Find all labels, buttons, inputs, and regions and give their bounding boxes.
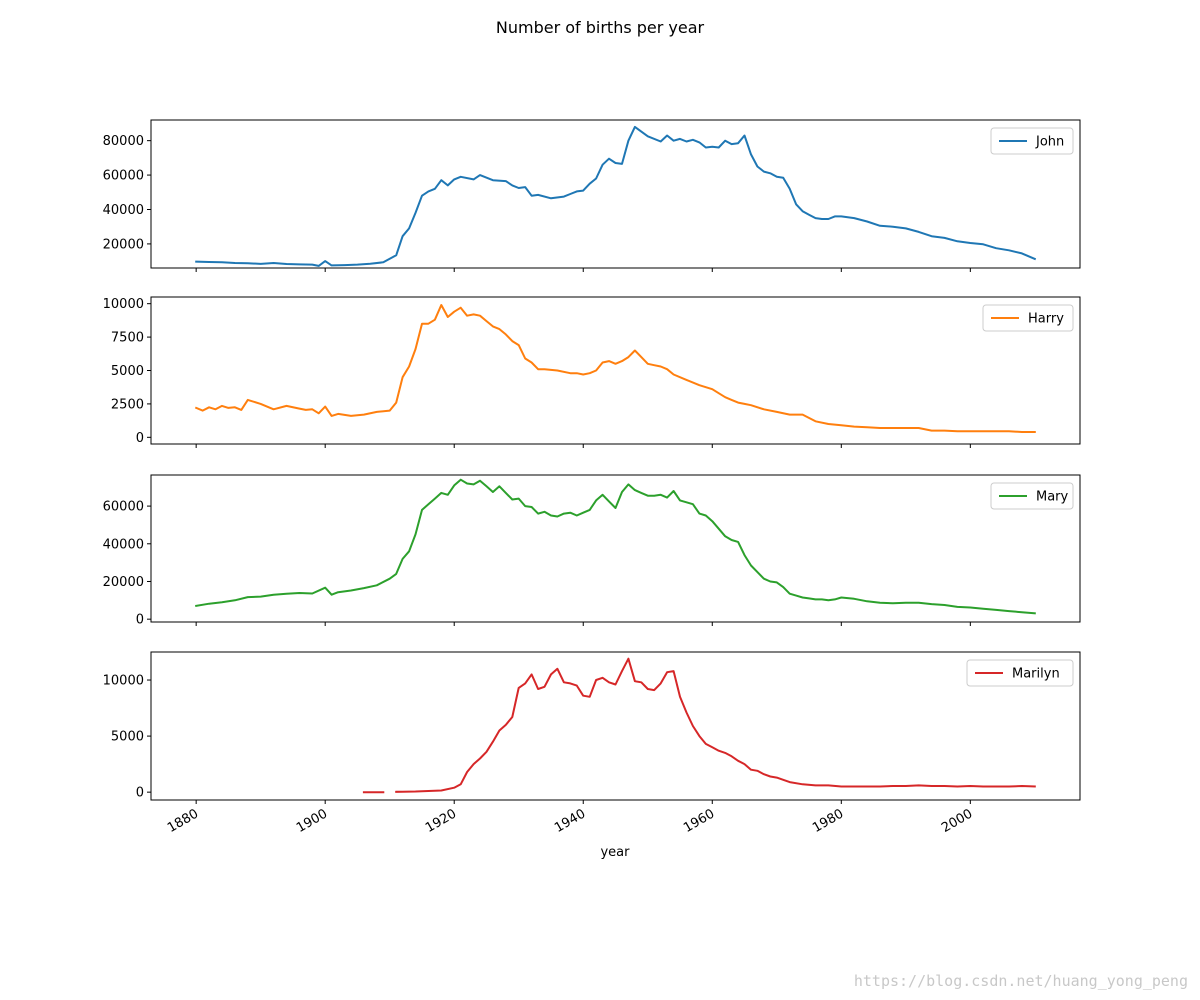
x-axis: 1880 1900 1920 1940 1960 1980 2000 xyxy=(165,806,975,836)
y-tick-label: 5000 xyxy=(111,364,144,379)
legend-label: Mary xyxy=(1036,490,1069,505)
y-tick-label: 10000 xyxy=(103,297,144,312)
legend-harry: Harry xyxy=(982,304,1074,332)
subplot-john: 20000 40000 60000 80000 John xyxy=(103,119,1081,272)
x-axis-label: year xyxy=(600,845,630,860)
subplots: 20000 40000 60000 80000 John 0 2500 5000 7500 100… xyxy=(103,119,1081,804)
chart-title: Number of births per year xyxy=(496,18,705,37)
series-line-marilyn xyxy=(395,657,1036,793)
x-tick-label: 1920 xyxy=(423,806,459,836)
y-tick-label: 5000 xyxy=(111,730,144,745)
legend-box xyxy=(990,127,1074,155)
y-tick-label: 60000 xyxy=(103,500,144,515)
x-tick-label: 2000 xyxy=(939,806,975,836)
y-tick-label: 0 xyxy=(136,431,144,446)
x-tick-label: 1980 xyxy=(810,806,846,836)
y-tick-label: 7500 xyxy=(111,331,144,346)
axes-frame xyxy=(150,119,1081,269)
subplot-marilyn: 0 5000 10000 Marilyn xyxy=(103,651,1081,804)
watermark-text: https://blog.csdn.net/huang_yong_peng xyxy=(854,972,1188,990)
y-tick-label: 80000 xyxy=(103,134,144,149)
axes-frame xyxy=(150,296,1081,445)
y-tick-label: 10000 xyxy=(103,674,144,689)
legend-john: John xyxy=(990,127,1074,155)
axes-frame xyxy=(150,474,1081,623)
y-tick-label: 40000 xyxy=(103,537,144,552)
x-tick-label: 1960 xyxy=(681,806,717,836)
x-tick-label: 1940 xyxy=(552,806,588,836)
axes-frame xyxy=(150,651,1081,801)
series-line-mary xyxy=(195,478,1036,615)
y-tick-label: 0 xyxy=(136,786,144,801)
legend-marilyn: Marilyn xyxy=(966,659,1074,687)
x-tick-label: 1880 xyxy=(165,806,201,836)
y-tick-label: 60000 xyxy=(103,169,144,184)
legend-label: Harry xyxy=(1028,312,1064,327)
legend-box xyxy=(966,659,1074,687)
series-line-harry xyxy=(194,304,1036,433)
legend-label: Marilyn xyxy=(1012,667,1060,682)
subplot-harry: 0 2500 5000 7500 10000 Harry xyxy=(103,296,1081,448)
legend-label: John xyxy=(1035,135,1064,150)
y-tick-label: 40000 xyxy=(103,203,144,218)
y-tick-label: 2500 xyxy=(111,397,144,412)
y-tick-label: 0 xyxy=(136,613,144,628)
series-line-john xyxy=(195,125,1037,267)
x-tick-label: 1900 xyxy=(294,806,330,836)
subplot-mary: 0 20000 40000 60000 Mary xyxy=(103,474,1081,628)
y-tick-label: 20000 xyxy=(103,575,144,590)
legend-mary: Mary xyxy=(990,482,1074,510)
legend-box xyxy=(990,482,1074,510)
y-tick-label: 20000 xyxy=(103,237,144,252)
legend-box xyxy=(982,304,1074,332)
